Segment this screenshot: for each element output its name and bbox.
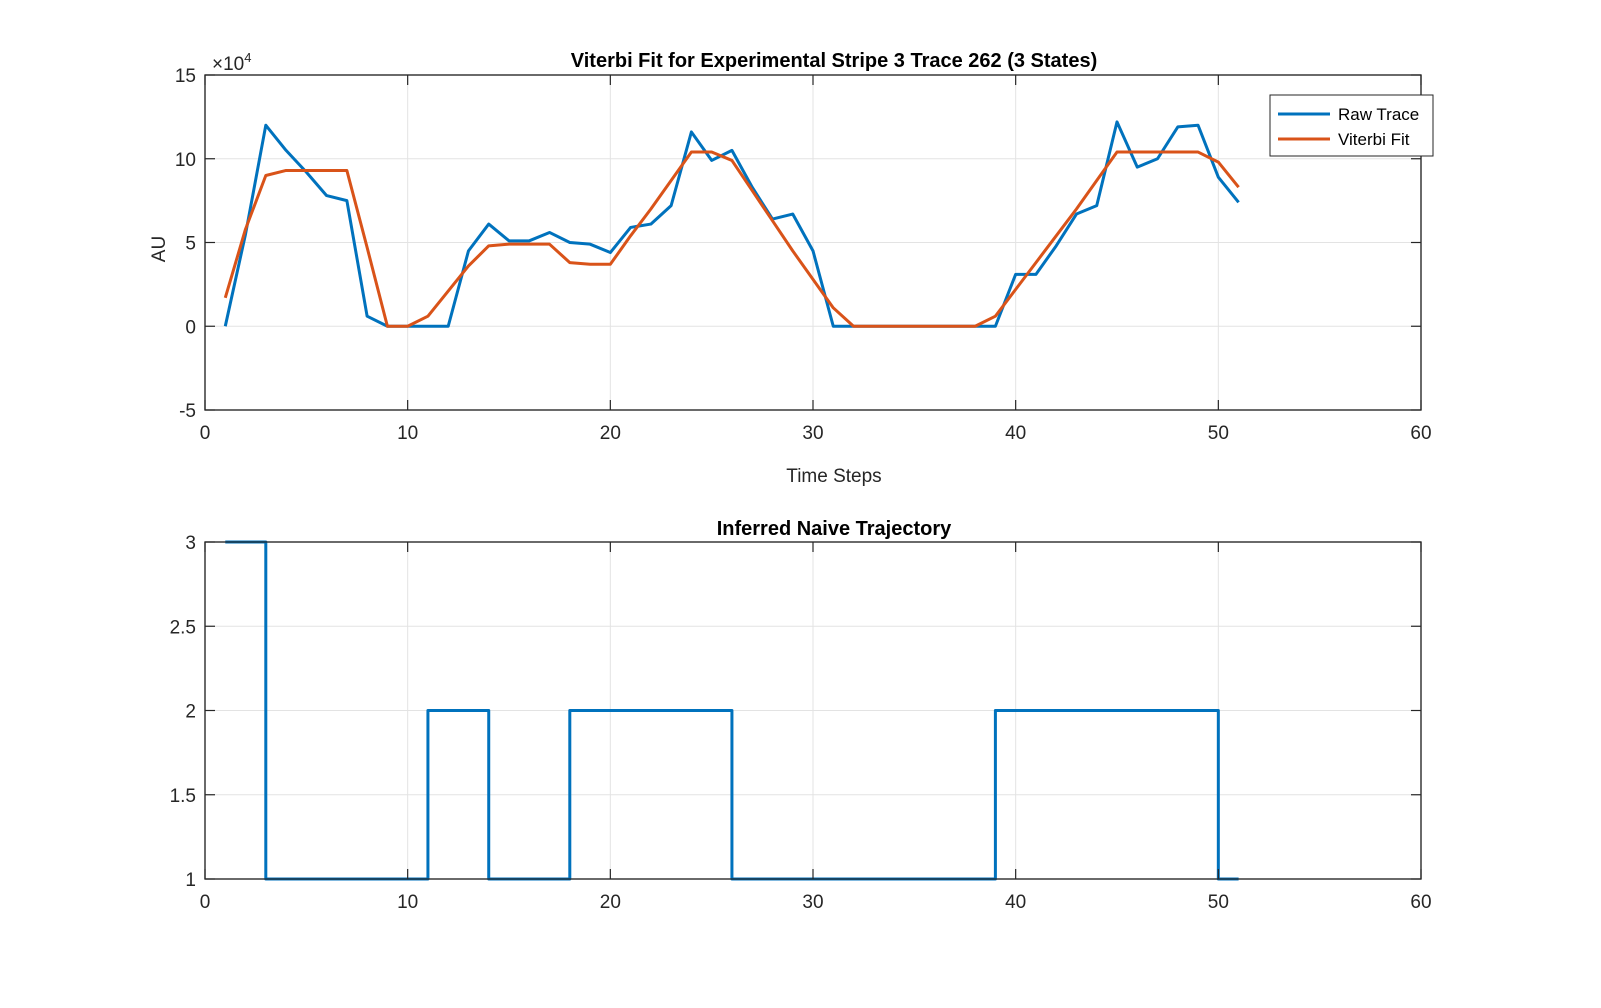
top-series-line-2 xyxy=(223,150,1240,328)
top-x-tick-label: 0 xyxy=(200,423,211,444)
legend: Raw Trace Viterbi Fit xyxy=(1269,94,1434,157)
bottom-y-tick-label: 2 xyxy=(185,702,196,723)
legend-label-raw-trace: Raw Trace xyxy=(1338,105,1419,124)
top-axes-series xyxy=(223,120,1240,328)
top-y-tick-label: 0 xyxy=(185,317,196,338)
top-y-axis-label: AU xyxy=(149,236,170,262)
bottom-x-tick-label: 0 xyxy=(200,892,211,913)
y-exponent-label: ×104 xyxy=(212,50,251,75)
bottom-x-tick-label: 20 xyxy=(600,892,621,913)
bottom-y-tick-label: 1.5 xyxy=(170,786,196,807)
bottom-axes-ticks: 0 10 20 30 40 50 60 1 1.5 2 2.5 3 xyxy=(170,533,1432,913)
bottom-x-tick-label: 50 xyxy=(1208,892,1229,913)
top-x-tick-label: 20 xyxy=(600,423,621,444)
bottom-y-tick-label: 3 xyxy=(185,533,196,554)
top-y-tick-label: -5 xyxy=(179,401,196,422)
top-x-tick-label: 10 xyxy=(397,423,418,444)
legend-label-viterbi-fit: Viterbi Fit xyxy=(1338,130,1410,149)
bottom-x-tick-label: 10 xyxy=(397,892,418,913)
legend-box xyxy=(1269,94,1434,157)
bottom-y-tick-label: 2.5 xyxy=(170,617,196,638)
y-exponent-power: 4 xyxy=(244,50,251,65)
top-chart-title: Viterbi Fit for Experimental Stripe 3 Tr… xyxy=(571,50,1098,72)
top-y-tick-label: 15 xyxy=(175,66,196,87)
top-x-tick-label: 60 xyxy=(1410,423,1431,444)
svg-text:×104: ×104 xyxy=(212,50,251,75)
bottom-axes: 0 10 20 30 40 50 60 1 1.5 2 2.5 3 Inferred Naive Tr… xyxy=(170,518,1432,913)
top-x-axis-label: Time Steps xyxy=(786,466,881,487)
top-y-tick-label: 10 xyxy=(175,150,196,171)
top-x-tick-label: 50 xyxy=(1208,423,1229,444)
bottom-chart-title: Inferred Naive Trajectory xyxy=(717,518,952,540)
bottom-x-tick-label: 30 xyxy=(802,892,823,913)
top-axes-grid xyxy=(205,75,1421,410)
top-y-tick-label: 5 xyxy=(185,234,196,255)
bottom-x-tick-label: 60 xyxy=(1410,892,1431,913)
bottom-y-tick-label: 1 xyxy=(185,870,196,891)
bottom-x-tick-label: 40 xyxy=(1005,892,1026,913)
top-x-tick-label: 40 xyxy=(1005,423,1026,444)
y-exponent-base: ×10 xyxy=(212,54,244,75)
top-x-tick-label: 30 xyxy=(802,423,823,444)
